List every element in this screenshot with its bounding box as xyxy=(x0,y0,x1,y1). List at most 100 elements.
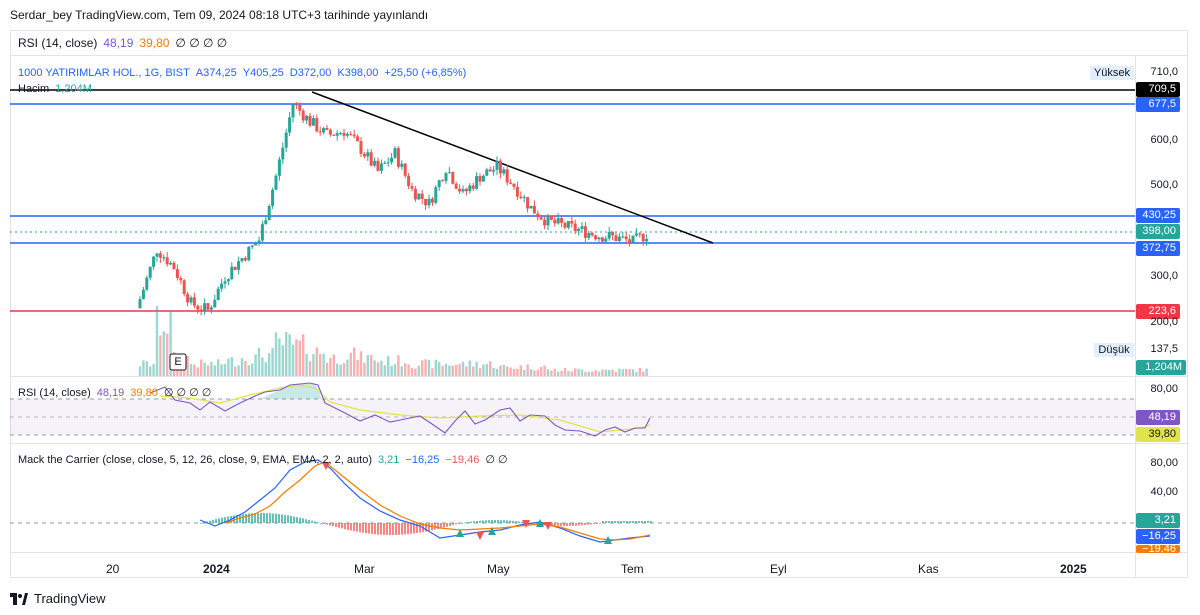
candle-body xyxy=(461,189,465,192)
candle-body xyxy=(577,229,581,232)
event-marker[interactable] xyxy=(169,353,187,371)
macd-axis-80: 80,00 xyxy=(1150,457,1178,469)
volume-bar xyxy=(159,335,162,376)
top-rsi-name[interactable]: RSI (14, close) xyxy=(18,35,98,50)
volume-bar xyxy=(502,364,505,376)
macd-histogram-bar xyxy=(437,523,439,529)
volume-bar xyxy=(546,369,550,376)
volume-bar xyxy=(162,331,165,376)
candle-body xyxy=(172,262,176,270)
candle-body xyxy=(294,104,298,106)
volume-bar xyxy=(325,362,329,376)
candle-body xyxy=(549,215,553,220)
rsi-overbought-fill xyxy=(260,384,322,399)
macd-histogram-bar xyxy=(419,523,421,533)
candle-body xyxy=(393,148,397,158)
candle-body xyxy=(369,152,373,166)
axis-600: 600,0 xyxy=(1150,134,1178,146)
macd-histogram-bar xyxy=(641,521,643,523)
macd-histogram-bar xyxy=(284,514,286,523)
macd-value-1: 3,21 xyxy=(377,453,400,466)
volume-bar xyxy=(244,360,247,376)
candle-body xyxy=(271,189,275,206)
volume-bar xyxy=(247,365,250,376)
volume-bar xyxy=(540,367,543,376)
volume-bar xyxy=(404,363,407,376)
volume-bar xyxy=(346,359,349,376)
volume-bar xyxy=(441,365,444,376)
macd-histogram-bar xyxy=(593,523,595,524)
macd-histogram-bar xyxy=(305,519,307,523)
macd-histogram-bar xyxy=(647,521,649,523)
candle-body xyxy=(519,196,523,198)
volume-bar xyxy=(519,365,522,376)
symbol-name[interactable]: 1000 YATIRIMLAR HOL., 1G, BIST xyxy=(18,67,190,79)
candle-body xyxy=(189,297,193,303)
footer-logo[interactable]: TradingView xyxy=(10,591,106,606)
rsi-extra: ∅ ∅ ∅ ∅ xyxy=(163,387,212,399)
candles xyxy=(138,102,649,316)
candle-body xyxy=(560,218,564,223)
candle-body xyxy=(407,175,411,187)
macd-histogram-bar xyxy=(314,521,316,523)
macd-name[interactable]: Mack the Carrier (close, close, 5, 12, 2… xyxy=(18,453,372,466)
candle-body xyxy=(526,197,530,209)
macd-histogram-bar xyxy=(335,523,337,527)
macd-histogram-bar xyxy=(428,523,430,531)
volume-bar xyxy=(553,368,556,376)
macd-histogram-bar xyxy=(209,520,211,523)
macd-histogram-bar xyxy=(203,522,205,524)
macd-histogram-bar xyxy=(494,520,496,523)
candle-body xyxy=(624,236,628,240)
candle-body xyxy=(590,233,594,236)
volume-bar xyxy=(302,334,305,376)
candle-body xyxy=(308,115,312,126)
volume-bar xyxy=(417,365,420,376)
candle-body xyxy=(332,134,336,136)
macd-histogram-bar xyxy=(200,523,202,524)
candle-body xyxy=(488,169,492,172)
macd-histogram-bar xyxy=(488,520,490,523)
macd-histogram-bar xyxy=(251,513,253,523)
volume-bar xyxy=(611,369,614,376)
candle-body xyxy=(502,169,506,174)
time-label-eyl: Eyl xyxy=(770,562,787,576)
candle-body xyxy=(359,141,363,154)
volume-name[interactable]: Hacim xyxy=(18,83,50,95)
volume-bar xyxy=(186,355,189,376)
volume-bar xyxy=(356,359,359,376)
macd-histogram-bar xyxy=(566,523,568,526)
tag-223: 223,6 xyxy=(1136,304,1180,319)
volume-bar xyxy=(448,365,451,376)
macd-histogram-bar xyxy=(449,523,451,526)
volume-bar xyxy=(468,360,471,376)
macd-histogram-bar xyxy=(272,513,274,523)
candle-body xyxy=(298,104,302,111)
volume-bar xyxy=(257,347,261,376)
macd-histogram-bar xyxy=(521,521,523,523)
candle-body xyxy=(512,183,516,187)
volume-bar xyxy=(336,363,339,376)
candle-body xyxy=(451,172,455,184)
macd-slow-line xyxy=(224,461,651,541)
macd-histogram-bar xyxy=(287,515,289,523)
macd-histogram-bar xyxy=(560,523,562,526)
time-label-mar: Mar xyxy=(354,562,375,576)
rsi-name[interactable]: RSI (14, close) xyxy=(18,386,91,399)
volume-bar xyxy=(342,362,346,376)
volume-bar xyxy=(509,367,512,376)
volume-bar xyxy=(217,359,220,376)
volume-bar xyxy=(645,368,648,376)
candle-body xyxy=(444,173,448,182)
volume-bar xyxy=(308,361,312,376)
candle-body xyxy=(175,269,179,278)
trendline[interactable] xyxy=(311,91,714,244)
top-rsi-extra: ∅ ∅ ∅ ∅ xyxy=(175,35,228,50)
macd-histogram-bar xyxy=(395,523,397,535)
macd-histogram-bar xyxy=(215,519,217,523)
macd-histogram-bar xyxy=(227,516,229,523)
macd-histogram-bar xyxy=(575,523,577,526)
macd-histogram-bar xyxy=(506,520,508,523)
candle-body xyxy=(396,148,400,167)
